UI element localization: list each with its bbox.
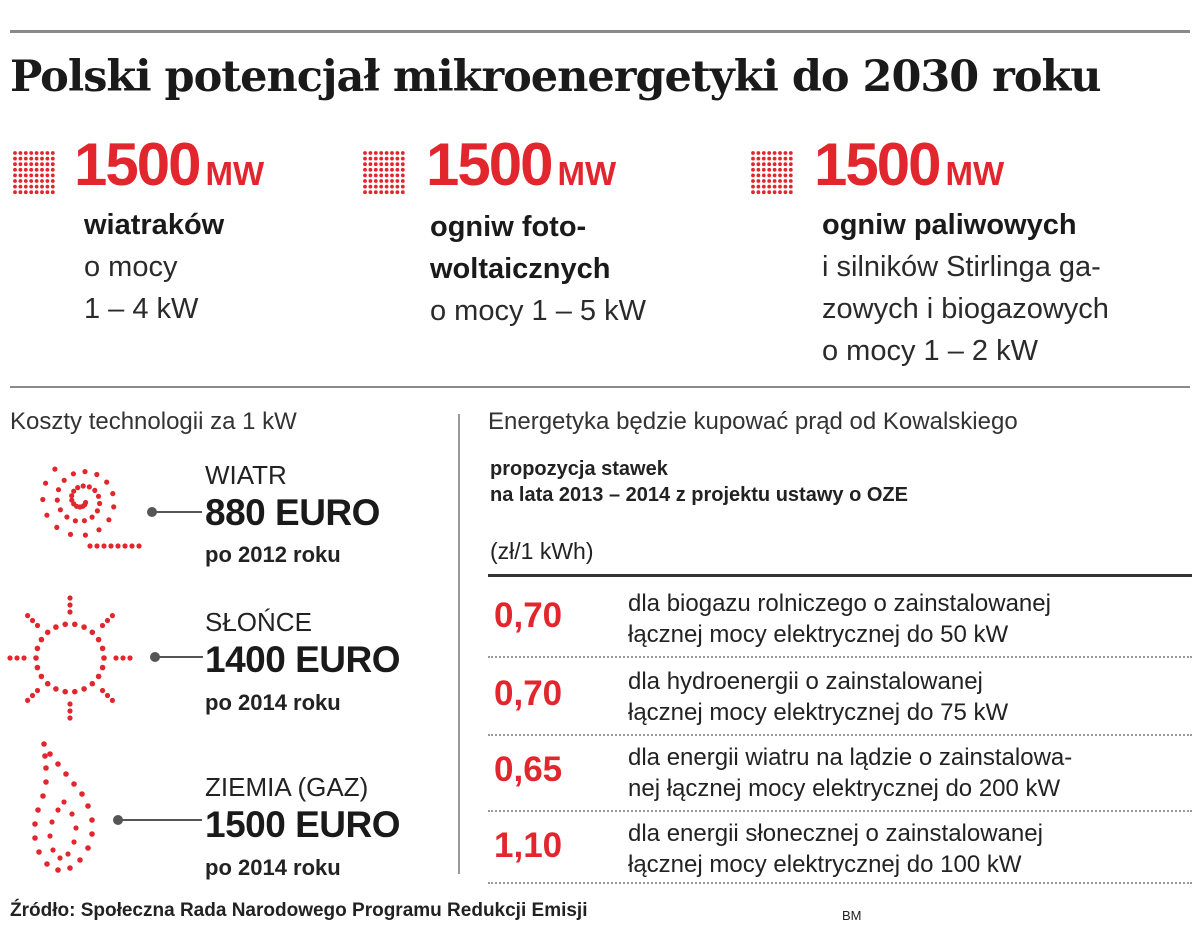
rate-description: dla hydroenergii o zainstalowanej łączne…: [628, 666, 1008, 728]
grid-icon: [13, 151, 55, 195]
rate-desc-line: dla hydroenergii o zainstalowanej: [628, 668, 983, 695]
rate-desc-line: łącznej mocy elektrycznej do 100 kW: [628, 851, 1022, 878]
rate-desc-line: łącznej mocy elektrycznej do 75 kW: [628, 699, 1009, 726]
rate-desc-line: nej łącznej mocy elektrycznej do 200 kW: [628, 775, 1061, 802]
cost-value-gas: 1500 EURO: [205, 804, 401, 845]
potential-label: woltaicznych: [430, 253, 611, 285]
cost-value-wind: 880 EURO: [205, 492, 380, 533]
cost-label-sun: SŁOŃCE: [205, 607, 312, 637]
rate-description: dla energii wiatru na lądzie o zainstalo…: [628, 742, 1072, 804]
potential-unit: MW: [945, 155, 1005, 192]
potential-value-fuel: 1500 MW: [814, 130, 1004, 199]
grid-icon: [363, 151, 405, 195]
potential-label: wiatraków: [84, 209, 225, 241]
cost-note-gas: po 2014 roku: [205, 855, 341, 880]
potential-line: o mocy 1 – 2 kW: [822, 335, 1038, 367]
cost-value-sun: 1400 EURO: [205, 639, 401, 680]
potential-number: 1500: [74, 131, 201, 198]
potential-number: 1500: [814, 131, 941, 198]
rate-row: 0,70 dla biogazu rolniczego o zainstalow…: [488, 582, 1192, 662]
rate-row: 0,70 dla hydroenergii o zainstalowanej ł…: [488, 660, 1192, 740]
rates-unit: (zł/1 kWh): [490, 538, 594, 564]
potential-desc-wind: wiatraków o mocy 1 – 4 kW: [84, 204, 224, 330]
row-divider: [488, 656, 1192, 658]
rates-subheading-1: propozycja stawek: [490, 458, 668, 480]
connector-line: [113, 815, 202, 825]
row-divider: [488, 810, 1192, 812]
costs-heading: Koszty technologii za 1 kW: [10, 408, 297, 435]
spiral-icon: [40, 466, 142, 549]
rates-heading: Energetyka będzie kupować prąd od Kowals…: [488, 408, 1018, 435]
cost-label-wind: WIATR: [205, 460, 287, 490]
rate-description: dla biogazu rolniczego o zainstalowanej …: [628, 588, 1051, 650]
row-divider: [488, 734, 1192, 736]
connector-line: [147, 507, 202, 517]
potential-label: ogniw paliwowych: [822, 209, 1077, 241]
potential-line: o mocy 1 – 5 kW: [430, 295, 646, 327]
cost-note-wind: po 2012 roku: [205, 542, 341, 567]
rate-desc-line: dla biogazu rolniczego o zainstalowanej: [628, 590, 1051, 617]
rate-description: dla energii słonecznej o zainstalowanej …: [628, 818, 1043, 880]
potential-unit: MW: [205, 155, 265, 192]
rates-subheading-2: na lata 2013 – 2014 z projektu ustawy o …: [490, 484, 908, 506]
flame-icon: [32, 741, 95, 873]
page-title: Polski potencjał mikroenergetyki do 2030…: [10, 52, 1102, 102]
top-rule: [10, 30, 1190, 33]
rate-value: 0,70: [494, 596, 563, 635]
potential-value-pv: 1500 MW: [426, 130, 616, 199]
column-divider: [458, 414, 460, 874]
potential-line: i silników Stirlinga ga-: [822, 251, 1101, 283]
rate-value: 0,65: [494, 750, 563, 789]
connector-line: [150, 652, 203, 662]
sun-icon: [7, 595, 133, 721]
rate-desc-line: dla energii wiatru na lądzie o zainstalo…: [628, 744, 1073, 771]
rates-top-rule: [488, 574, 1192, 577]
rate-value: 0,70: [494, 674, 563, 713]
grid-icon: [751, 151, 793, 195]
author-initials: BM: [842, 908, 862, 923]
potential-desc-pv: ogniw foto- woltaicznych o mocy 1 – 5 kW: [430, 206, 646, 332]
potential-value-wind: 1500 MW: [74, 130, 264, 199]
rate-value: 1,10: [494, 826, 563, 865]
potential-line: zowych i biogazowych: [822, 293, 1109, 325]
section-rule: [10, 386, 1190, 388]
rate-desc-line: dla energii słonecznej o zainstalowanej: [628, 820, 1043, 847]
source-credit: Źródło: Społeczna Rada Narodowego Progra…: [10, 900, 588, 921]
potential-desc-fuel: ogniw paliwowych i silników Stirlinga ga…: [822, 204, 1109, 372]
rate-row: 0,65 dla energii wiatru na lądzie o zain…: [488, 736, 1192, 816]
rate-row: 1,10 dla energii słonecznej o zainstalow…: [488, 812, 1192, 892]
potential-unit: MW: [557, 155, 617, 192]
cost-label-gas: ZIEMIA (GAZ): [205, 772, 369, 802]
rate-desc-line: łącznej mocy elektrycznej do 50 kW: [628, 621, 1009, 648]
potential-line: o mocy: [84, 251, 178, 283]
cost-note-sun: po 2014 roku: [205, 690, 341, 715]
potential-line: 1 – 4 kW: [84, 293, 199, 325]
potential-label: ogniw foto-: [430, 211, 587, 243]
row-divider: [488, 882, 1192, 884]
potential-number: 1500: [426, 131, 553, 198]
